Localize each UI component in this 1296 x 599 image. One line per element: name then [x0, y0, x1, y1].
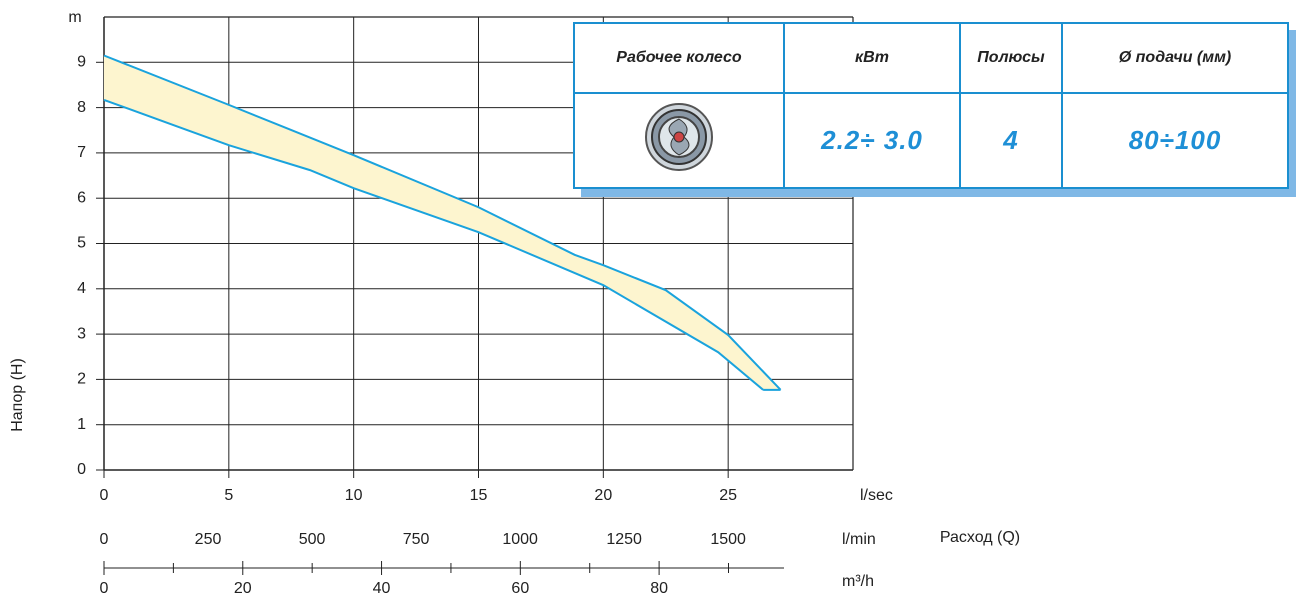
impeller-icon — [645, 103, 713, 171]
x-tick-label: 0 — [100, 487, 109, 504]
x2-tick-label: 0 — [100, 531, 109, 548]
y-tick-label: 7 — [77, 144, 86, 161]
x3-unit: m³/h — [842, 573, 874, 590]
curve — [103, 54, 782, 391]
x-tick-label: 15 — [470, 487, 488, 504]
x2-tick-label: 1250 — [606, 531, 642, 548]
x2-unit: l/min — [842, 531, 876, 548]
y-unit: m — [68, 9, 81, 26]
y-tick-label: 9 — [77, 54, 86, 71]
x-label: Расход (Q) — [940, 529, 1020, 546]
x-unit: l/sec — [860, 487, 893, 504]
y-tick-label: 6 — [77, 189, 86, 206]
impeller-cell — [573, 92, 785, 189]
header-cell: кВт — [783, 22, 961, 94]
header-cell: Ø подачи (мм) — [1061, 22, 1289, 94]
header-cell: Рабочее колесо — [573, 22, 785, 94]
y-tick-label: 1 — [77, 416, 86, 433]
y-label: Напор (H) — [9, 358, 26, 432]
value-cell: 4 — [959, 92, 1063, 189]
spec-table: Рабочее колесо кВт Полюсы Ø подачи (мм) … — [573, 22, 1289, 189]
y-tick-label: 0 — [77, 461, 86, 478]
x3-tick-label: 60 — [511, 580, 529, 597]
x3-tick-label: 80 — [650, 580, 668, 597]
curve — [103, 98, 764, 391]
y-tick-label: 5 — [77, 235, 86, 252]
x-tick-label: 10 — [345, 487, 363, 504]
y-tick-label: 4 — [77, 280, 86, 297]
x-tick-label: 25 — [719, 487, 737, 504]
x2-tick-label: 750 — [403, 531, 430, 548]
x3-tick-label: 40 — [373, 580, 391, 597]
x3-tick-label: 0 — [100, 580, 109, 597]
header-cell: Полюсы — [959, 22, 1063, 94]
value-cell: 2.2÷ 3.0 — [783, 92, 961, 189]
x2-tick-label: 1000 — [502, 531, 538, 548]
x-tick-label: 5 — [224, 487, 233, 504]
x2-tick-label: 250 — [195, 531, 222, 548]
x3-tick-label: 20 — [234, 580, 252, 597]
x2-tick-label: 500 — [299, 531, 326, 548]
y-tick-label: 2 — [77, 371, 86, 388]
band-fill — [104, 55, 781, 390]
y-tick-label: 8 — [77, 99, 86, 116]
x2-tick-label: 1500 — [710, 531, 746, 548]
value-cell: 80÷100 — [1061, 92, 1289, 189]
y-tick-label: 3 — [77, 325, 86, 342]
x-tick-label: 20 — [594, 487, 612, 504]
